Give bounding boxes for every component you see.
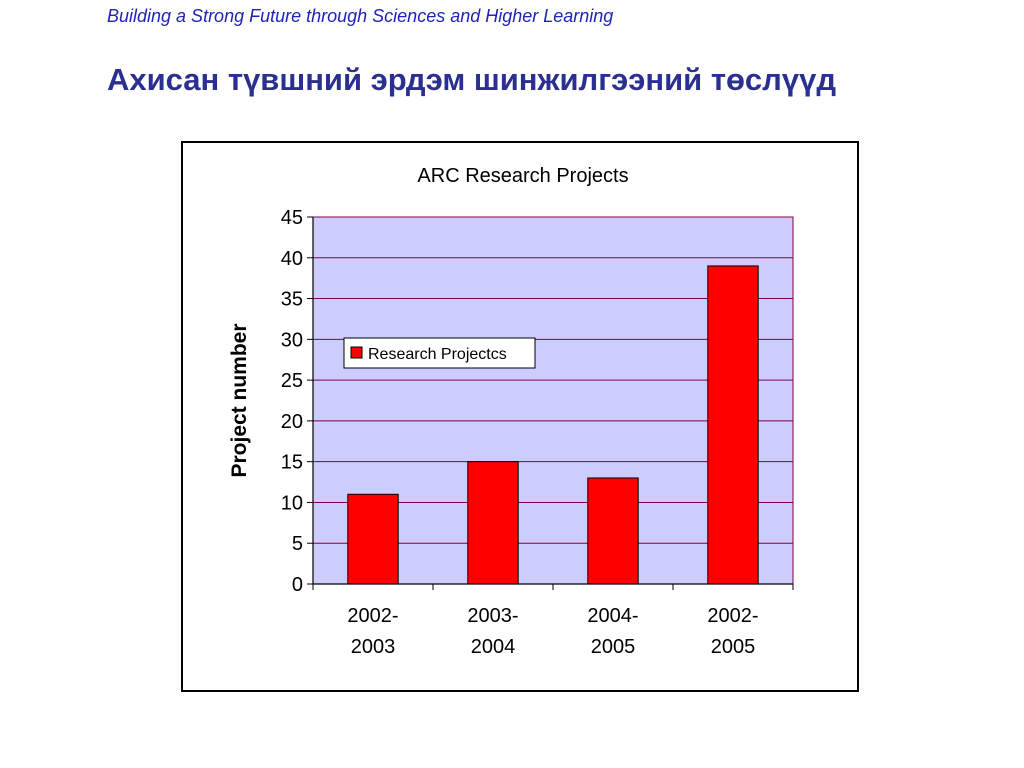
bar bbox=[467, 461, 519, 585]
y-tick-label: 5 bbox=[292, 533, 303, 555]
bars bbox=[347, 265, 759, 585]
y-tick-label: 25 bbox=[281, 370, 303, 392]
x-tick-label: 2004-2005 bbox=[587, 605, 638, 658]
legend: Research Projectcs bbox=[343, 337, 536, 369]
tagline: Building a Strong Future through Science… bbox=[107, 6, 614, 26]
bar bbox=[707, 265, 759, 585]
bar-chart: ARC Research Projects 0 5 10 15 20 25 30 35 40 45… bbox=[228, 165, 794, 658]
y-tick-label: 45 bbox=[281, 207, 303, 229]
y-axis-label: Project number bbox=[228, 323, 251, 477]
chart-title: ARC Research Projects bbox=[417, 165, 628, 187]
y-tick-label: 10 bbox=[281, 492, 303, 514]
x-tick-labels: 2002-2003 2003-2004 2004-2005 2002-2005 bbox=[347, 605, 758, 658]
legend-label: Research Projectcs bbox=[368, 346, 507, 363]
y-tick-label: 0 bbox=[292, 574, 303, 596]
y-tick-label: 20 bbox=[281, 411, 303, 433]
x-tick-label: 2002-2005 bbox=[707, 605, 758, 658]
y-tick-label: 15 bbox=[281, 452, 303, 474]
y-tick-label: 30 bbox=[281, 329, 303, 351]
y-tick-labels: 0 5 10 15 20 25 30 35 40 45 bbox=[281, 207, 303, 596]
legend-box bbox=[343, 337, 536, 369]
x-tick-label: 2003-2004 bbox=[467, 605, 518, 658]
bar bbox=[587, 477, 639, 585]
y-tick-label: 40 bbox=[281, 248, 303, 270]
slide-title: Ахисан түвшний эрдэм шинжилгээний төслүү… bbox=[107, 62, 837, 97]
y-tick-label: 35 bbox=[281, 289, 303, 311]
legend-swatch bbox=[350, 346, 363, 359]
x-tick-label: 2002-2003 bbox=[347, 605, 398, 658]
chart-frame: ARC Research Projects 0 5 10 15 20 25 30 35 40 45… bbox=[181, 141, 859, 692]
axes bbox=[307, 216, 794, 590]
bar bbox=[347, 493, 399, 585]
